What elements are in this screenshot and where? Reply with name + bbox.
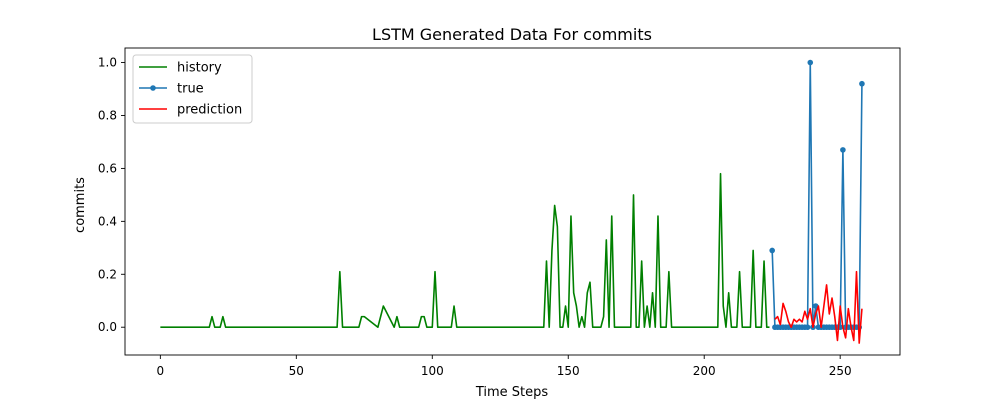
x-tick-label: 100 [421, 364, 444, 378]
legend-label-prediction: prediction [177, 103, 242, 118]
y-tick-label: 0.2 [98, 267, 117, 281]
series-line-history [160, 172, 770, 329]
legend: history true prediction [132, 54, 253, 124]
x-tick-label: 200 [693, 364, 716, 378]
y-tick-label: 0.8 [98, 108, 117, 122]
x-tick-label: 0 [157, 364, 165, 378]
x-axis-label: Time Steps [475, 385, 549, 400]
plot-area: 0 50 100 150 200 250 0.0 0.2 0.4 0.6 0.8 1.0 [98, 47, 901, 378]
data-point-true [804, 324, 811, 331]
x-tick-label: 250 [829, 364, 852, 378]
legend-marker-true [150, 85, 156, 91]
data-point-true [859, 80, 865, 87]
y-tick-label: 0.4 [98, 214, 117, 228]
data-point-true [769, 247, 775, 254]
series-line-prediction [774, 270, 863, 344]
data-point-true [807, 59, 814, 66]
x-tick-label: 150 [557, 364, 580, 378]
x-tick-label: 50 [289, 364, 304, 378]
chart-title: LSTM Generated Data For commits [372, 25, 652, 44]
y-tick-label: 1.0 [98, 56, 117, 70]
y-axis-label: commits [73, 177, 88, 233]
legend-label-history: history [177, 61, 222, 76]
data-point-true [840, 147, 846, 153]
y-tick-label: 0.6 [98, 161, 117, 175]
y-tick-label: 0.0 [98, 320, 117, 334]
legend-box [132, 54, 253, 124]
axes-frame [124, 47, 901, 356]
legend-label-true: true [177, 82, 204, 97]
